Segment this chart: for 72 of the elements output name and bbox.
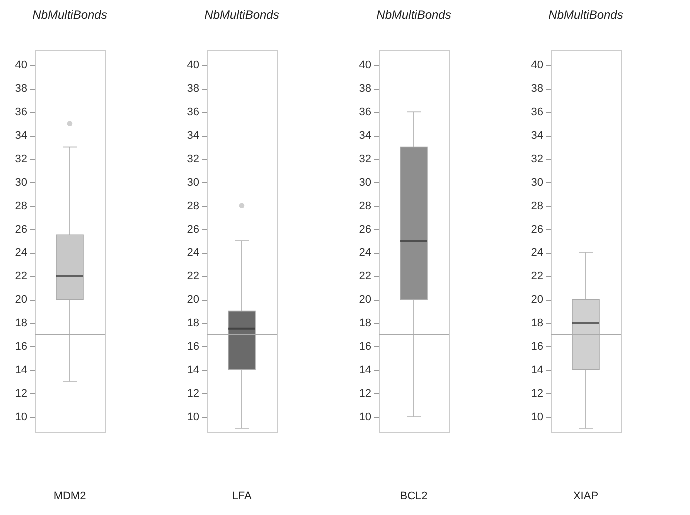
y-tick-label: 16 — [531, 340, 544, 353]
y-tick-label: 30 — [531, 176, 544, 189]
y-tick-label: 28 — [531, 200, 544, 212]
y-tick-label: 12 — [187, 388, 200, 400]
chart-title: NbMultiBonds — [204, 8, 280, 22]
chart-title: NbMultiBonds — [376, 8, 452, 22]
y-tick-label: 40 — [531, 60, 544, 72]
y-tick-label: 34 — [531, 130, 544, 142]
y-tick-label: 34 — [187, 130, 200, 142]
y-tick-label: 22 — [15, 270, 28, 283]
y-tick-label: 16 — [359, 340, 372, 353]
y-tick-label: 22 — [187, 270, 200, 283]
y-tick-label: 18 — [187, 318, 200, 330]
y-tick-label: 40 — [187, 60, 200, 72]
y-tick-label: 32 — [187, 153, 200, 166]
x-tick-label: MDM2 — [54, 490, 86, 502]
y-tick-label: 32 — [15, 153, 28, 166]
chart-title: NbMultiBonds — [32, 8, 108, 22]
y-tick-label: 16 — [187, 340, 200, 353]
y-tick-label: 14 — [531, 364, 544, 376]
y-tick-label: 20 — [187, 294, 200, 306]
x-tick-label: LFA — [232, 490, 252, 502]
y-tick-label: 38 — [531, 83, 544, 96]
chart-title: NbMultiBonds — [548, 8, 624, 22]
y-tick-label: 24 — [187, 247, 200, 260]
y-tick-label: 10 — [531, 411, 544, 424]
y-tick-label: 14 — [359, 364, 372, 376]
y-tick-label: 18 — [15, 318, 28, 330]
x-tick-label: BCL2 — [400, 490, 428, 502]
y-tick-label: 32 — [359, 153, 372, 166]
y-tick-label: 14 — [187, 364, 200, 376]
y-tick-label: 24 — [531, 247, 544, 260]
y-tick-label: 18 — [531, 318, 544, 330]
y-tick-label: 24 — [359, 247, 372, 260]
y-tick-label: 10 — [15, 411, 28, 424]
y-tick-label: 26 — [531, 224, 544, 236]
y-tick-label: 40 — [359, 60, 372, 72]
y-tick-label: 12 — [359, 388, 372, 400]
y-tick-label: 26 — [187, 224, 200, 236]
y-tick-label: 30 — [15, 176, 28, 189]
y-tick-label: 38 — [359, 83, 372, 96]
x-tick-label: XIAP — [573, 490, 599, 502]
y-tick-label: 28 — [187, 200, 200, 212]
y-tick-label: 34 — [359, 130, 372, 142]
y-tick-label: 34 — [15, 130, 28, 142]
y-tick-label: 20 — [359, 294, 372, 306]
y-tick-label: 22 — [531, 270, 544, 283]
y-tick-label: 14 — [15, 364, 28, 376]
y-tick-label: 16 — [15, 340, 28, 353]
y-tick-label: 22 — [359, 270, 372, 283]
y-tick-label: 28 — [359, 200, 372, 212]
y-tick-label: 36 — [187, 106, 200, 119]
y-tick-label: 28 — [15, 200, 28, 212]
y-tick-label: 20 — [531, 294, 544, 306]
y-tick-label: 26 — [359, 224, 372, 236]
y-tick-label: 36 — [359, 106, 372, 119]
y-tick-label: 38 — [187, 83, 200, 96]
y-tick-label: 40 — [15, 60, 28, 72]
y-tick-label: 30 — [187, 176, 200, 189]
y-tick-label: 36 — [15, 106, 28, 119]
y-tick-label: 18 — [359, 318, 372, 330]
y-tick-label: 10 — [359, 411, 372, 424]
y-tick-label: 12 — [15, 388, 28, 400]
y-tick-label: 38 — [15, 83, 28, 96]
y-tick-label: 32 — [531, 153, 544, 166]
y-tick-label: 20 — [15, 294, 28, 306]
y-tick-label: 12 — [531, 388, 544, 400]
y-tick-label: 36 — [531, 106, 544, 119]
y-tick-label: 26 — [15, 224, 28, 236]
y-tick-label: 24 — [15, 247, 28, 260]
y-tick-label: 10 — [187, 411, 200, 424]
y-tick-label: 30 — [359, 176, 372, 189]
